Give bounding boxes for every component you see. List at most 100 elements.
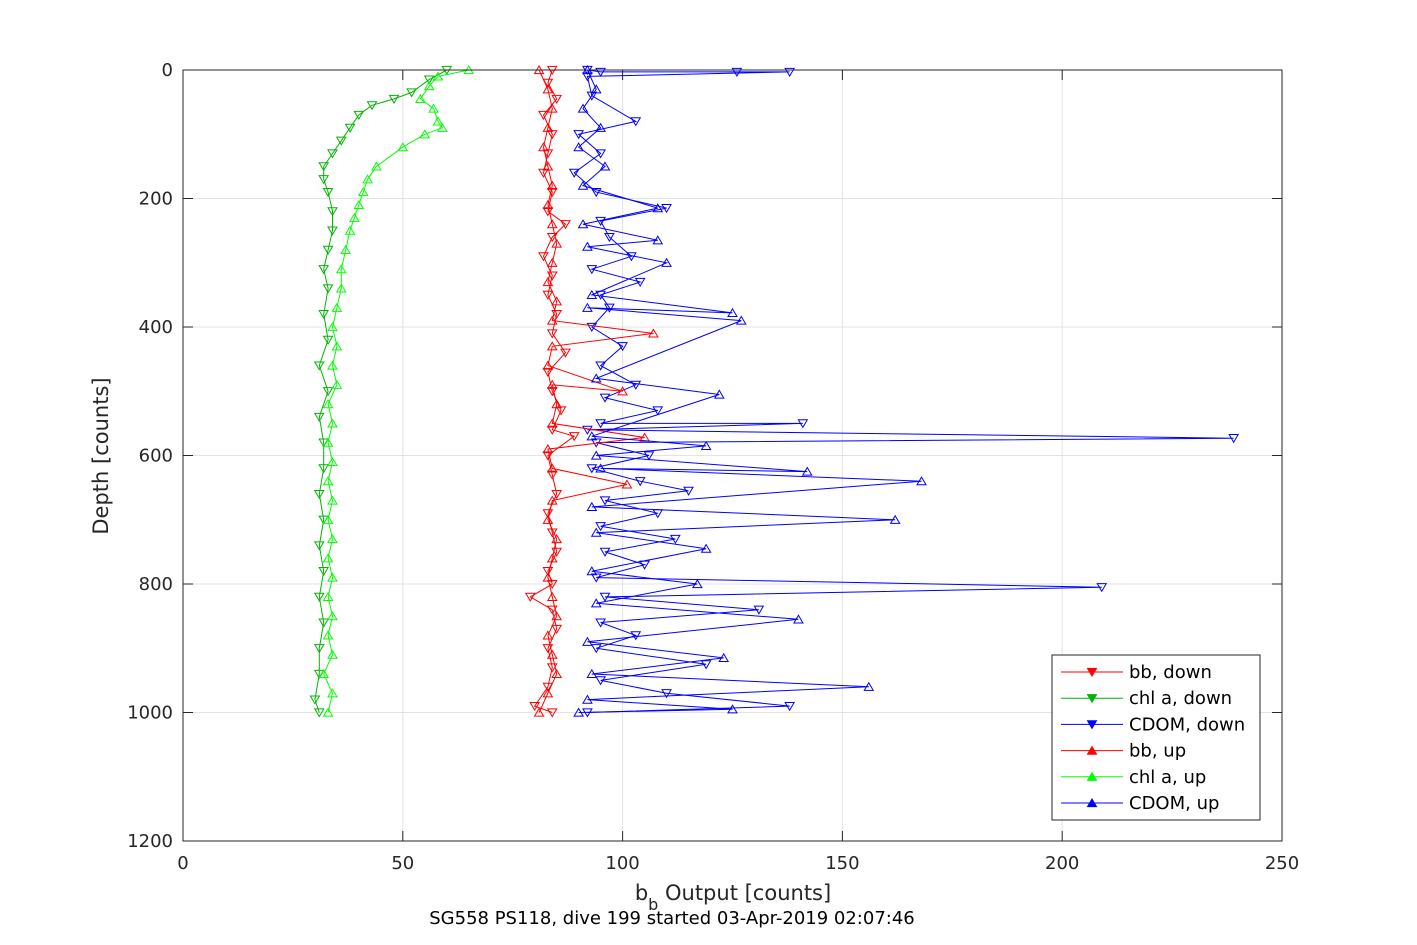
data-point xyxy=(318,175,330,185)
data-point xyxy=(551,624,563,635)
data-point xyxy=(889,514,901,524)
data-point xyxy=(590,598,602,608)
data-point xyxy=(322,437,334,447)
data-point xyxy=(313,541,325,551)
data-point xyxy=(327,611,338,621)
data-point xyxy=(586,289,598,299)
data-point xyxy=(582,241,593,251)
data-point xyxy=(524,592,536,602)
data-point xyxy=(595,419,606,429)
data-point xyxy=(595,618,606,628)
data-point xyxy=(590,373,602,383)
legend-item-bb-up: bb, up xyxy=(1061,741,1186,762)
data-point xyxy=(371,161,382,171)
legend-item-cdom-down: CDOM, down xyxy=(1061,714,1245,735)
data-point xyxy=(573,707,585,717)
data-point xyxy=(335,136,347,146)
series-bb-up xyxy=(533,64,659,717)
data-point xyxy=(542,122,554,132)
x-tick-label: 200 xyxy=(1045,853,1079,874)
data-point xyxy=(586,431,598,441)
data-point xyxy=(318,668,330,679)
data-point xyxy=(577,180,589,190)
data-point xyxy=(797,419,809,429)
data-point xyxy=(327,207,338,217)
data-point xyxy=(432,116,444,126)
series-line xyxy=(577,69,922,713)
data-point xyxy=(630,380,642,390)
x-axis-label-base: b xyxy=(635,881,648,905)
data-point xyxy=(335,283,347,293)
data-point xyxy=(322,187,334,198)
data-point xyxy=(322,553,334,563)
data-point xyxy=(586,322,598,333)
data-point xyxy=(388,94,400,104)
data-point xyxy=(542,514,554,524)
legend-marker xyxy=(1086,694,1098,704)
legend-marker xyxy=(1086,667,1098,678)
data-point xyxy=(1096,583,1108,593)
data-point xyxy=(551,489,563,500)
data-point xyxy=(718,652,730,662)
data-point xyxy=(322,591,334,601)
data-point xyxy=(542,572,554,582)
x-tick-label: 0 xyxy=(177,853,188,874)
data-point xyxy=(366,101,378,111)
data-point xyxy=(577,103,589,113)
y-tick-label: 600 xyxy=(139,446,173,467)
data-point xyxy=(542,509,554,519)
data-point xyxy=(538,110,549,121)
data-point xyxy=(546,180,558,190)
data-point xyxy=(546,663,558,673)
data-point xyxy=(362,174,374,184)
data-point xyxy=(542,367,554,378)
legend-box xyxy=(1051,654,1261,821)
data-point xyxy=(318,162,330,172)
data-point xyxy=(801,466,813,476)
data-point xyxy=(586,501,598,511)
x-axis-label: bb Output [counts] xyxy=(635,881,831,914)
data-point xyxy=(661,257,672,267)
data-point xyxy=(630,117,642,127)
legend-label: chl a, up xyxy=(1129,767,1206,788)
data-point xyxy=(546,379,558,389)
data-point xyxy=(327,649,338,659)
data-point xyxy=(599,547,611,557)
data-point xyxy=(327,321,338,332)
data-point xyxy=(731,67,743,77)
y-tick-label: 1200 xyxy=(127,831,173,852)
data-point xyxy=(700,543,712,553)
data-point xyxy=(322,387,334,397)
legend-label: chl a, down xyxy=(1129,688,1232,709)
data-point xyxy=(546,605,558,615)
data-point xyxy=(313,592,325,602)
data-point xyxy=(595,122,606,132)
data-point xyxy=(546,553,558,563)
data-point xyxy=(568,432,580,442)
data-point xyxy=(586,668,598,679)
data-point xyxy=(340,244,352,254)
data-point xyxy=(357,187,369,197)
data-point xyxy=(669,534,681,545)
data-point xyxy=(546,341,558,351)
data-point xyxy=(590,84,602,94)
data-point xyxy=(327,495,338,505)
data-point xyxy=(551,238,563,248)
data-point xyxy=(617,386,628,396)
data-point xyxy=(546,463,558,473)
data-point xyxy=(784,67,796,77)
data-point xyxy=(322,630,334,640)
data-point xyxy=(542,78,554,88)
data-point xyxy=(595,676,606,686)
data-point xyxy=(595,463,606,473)
data-point xyxy=(318,464,330,474)
data-point xyxy=(546,315,558,325)
data-point xyxy=(546,649,558,659)
legend-item-cdom-up: CDOM, up xyxy=(1061,793,1219,814)
data-point xyxy=(700,660,712,670)
data-point xyxy=(546,257,558,267)
legend: bb, down chl a, down CDOM, down bb, up chl a… xyxy=(1051,654,1261,821)
data-point xyxy=(727,307,738,317)
data-point xyxy=(784,701,796,712)
